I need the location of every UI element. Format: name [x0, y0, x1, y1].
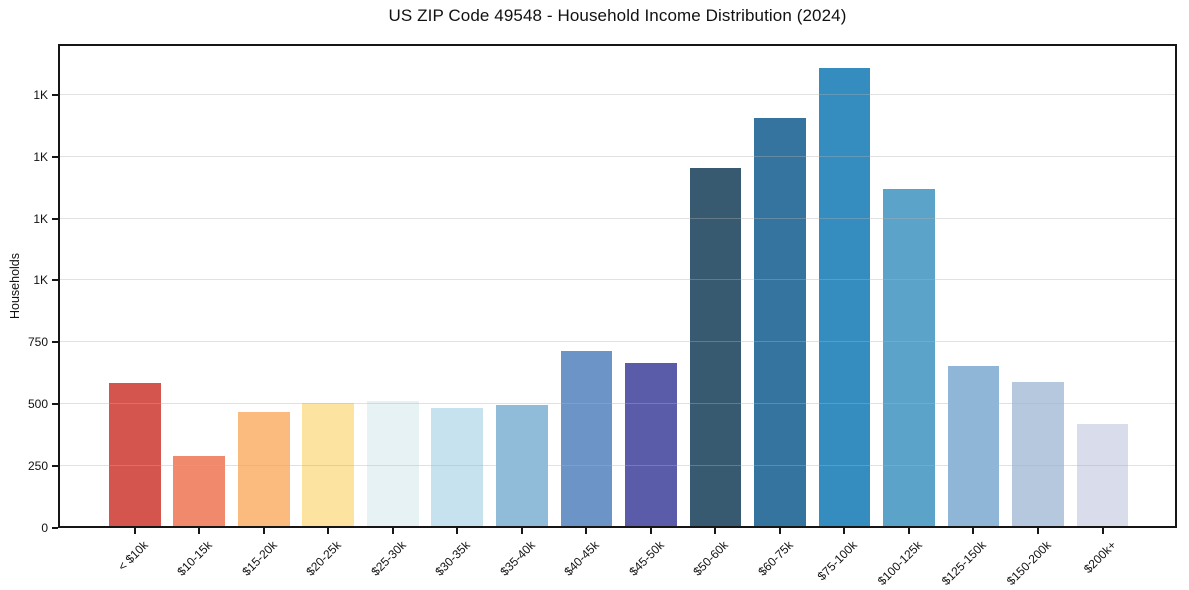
- bar: [108, 383, 161, 528]
- bar: [625, 363, 677, 528]
- y-tick-mark: [52, 93, 58, 96]
- x-tick-label: $30-35k: [432, 538, 474, 579]
- x-tick-mark: [714, 528, 717, 534]
- y-tick-mark: [52, 155, 58, 158]
- bar: [1076, 424, 1129, 528]
- x-tick-label: $20-25k: [303, 538, 345, 579]
- x-tick-mark: [972, 528, 975, 534]
- x-tick-label: < $10k: [114, 538, 151, 574]
- x-tick-label: $45-50k: [626, 538, 667, 579]
- x-tick-mark: [585, 528, 588, 534]
- x-tick-label: $10-15k: [174, 538, 216, 579]
- gridline: [58, 279, 1177, 281]
- y-tick-label: 500: [27, 397, 48, 412]
- x-tick-mark: [1037, 528, 1039, 534]
- x-tick-label: $125-150k: [939, 538, 990, 589]
- gridline: [58, 465, 1177, 467]
- bar: [754, 118, 806, 528]
- x-tick-label: $50-60k: [690, 538, 732, 579]
- gridline: [58, 341, 1177, 343]
- x-tick-mark: [133, 528, 136, 534]
- x-tick-mark: [1101, 528, 1104, 534]
- y-tick-mark: [52, 465, 58, 468]
- bar: [302, 402, 355, 528]
- bar: [431, 407, 484, 528]
- x-tick-label: $150-200k: [1003, 538, 1054, 589]
- y-axis-label: Households: [8, 252, 22, 320]
- bar: [818, 67, 871, 528]
- x-tick-label: $40-45k: [561, 538, 603, 579]
- plot-area: 0 250 500 750 1K 1K 1K 1K < $10k $10-15k $15-20k $2…: [28, 44, 1177, 588]
- bar: [689, 167, 742, 528]
- y-tick-label: 1K: [33, 149, 48, 164]
- x-tick-mark: [843, 528, 846, 534]
- y-tick-label: 1K: [33, 211, 48, 226]
- bar: [1012, 381, 1064, 528]
- x-tick-label: $35-40k: [497, 538, 538, 579]
- x-tick-label: $100-125k: [874, 538, 925, 589]
- bar: [883, 188, 935, 528]
- y-tick-mark: [52, 279, 58, 282]
- bar: [495, 405, 548, 528]
- bar: [947, 365, 1000, 528]
- y-tick-mark: [52, 527, 58, 529]
- x-tick-mark: [327, 528, 330, 534]
- y-tick-label: 750: [27, 335, 48, 350]
- gridline: [58, 217, 1177, 219]
- x-tick-mark: [778, 528, 781, 534]
- x-tick-mark: [520, 528, 523, 534]
- y-tick-label: 250: [27, 459, 48, 474]
- x-tick-label: $60-75k: [755, 538, 796, 579]
- y-tick-mark: [52, 403, 58, 406]
- x-tick-mark: [262, 528, 265, 534]
- x-tick-mark: [907, 528, 910, 534]
- x-tick-label: $75-100k: [815, 538, 861, 584]
- x-tick-label: $200k+: [1080, 538, 1119, 576]
- x-tick-mark: [456, 528, 459, 534]
- gridline: [58, 155, 1177, 157]
- x-tick-mark: [198, 528, 201, 534]
- x-tick-mark: [649, 528, 652, 534]
- gridline: [58, 403, 1177, 405]
- bar: [173, 456, 226, 528]
- plot-border: [58, 44, 1177, 528]
- bar: [366, 400, 419, 528]
- x-tick-label: $25-30k: [368, 538, 409, 579]
- x-tick-mark: [391, 528, 394, 534]
- chart-title: US ZIP Code 49548 - Household Income Dis…: [388, 6, 847, 25]
- bar: [237, 411, 290, 528]
- y-tick-label: 0: [41, 521, 48, 535]
- bar: [560, 351, 613, 528]
- x-tick-label: $15-20k: [239, 538, 280, 579]
- y-tick-mark: [52, 217, 58, 220]
- y-tick-label: 1K: [33, 273, 48, 288]
- gridline: [58, 93, 1177, 95]
- y-tick-mark: [52, 341, 58, 344]
- y-tick-label: 1K: [33, 87, 48, 102]
